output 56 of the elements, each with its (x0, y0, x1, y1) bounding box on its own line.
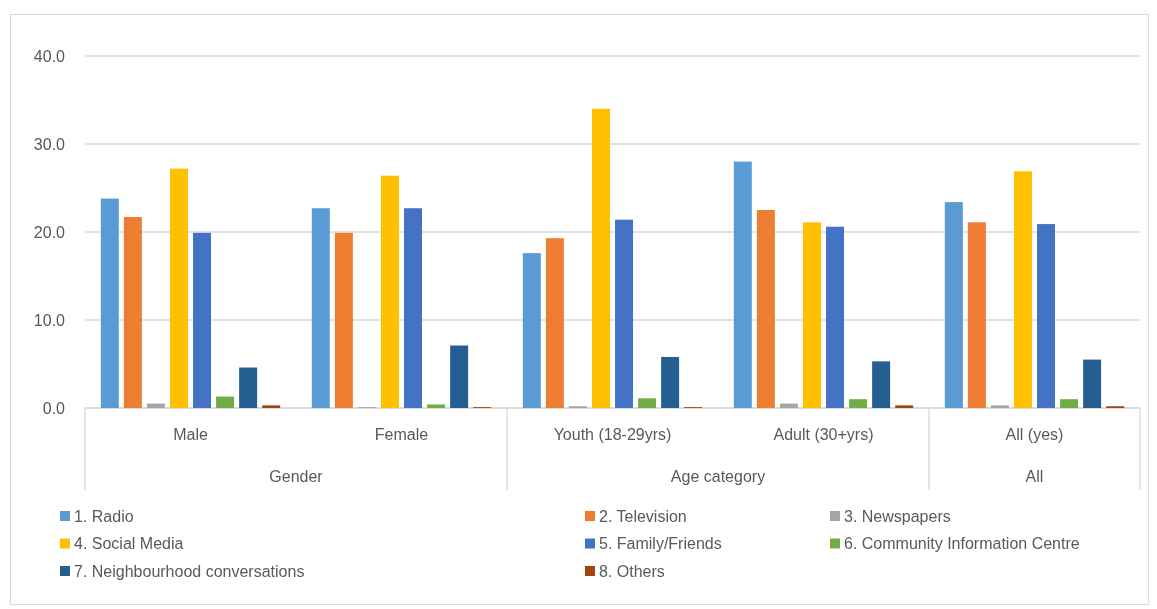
legend-label: 4. Social Media (74, 535, 184, 553)
bar (545, 238, 564, 408)
y-tick-label: 30.0 (33, 135, 66, 153)
bar (1013, 171, 1032, 408)
bar (1083, 359, 1102, 408)
x-tick-label: Youth (18-29yrs) (553, 425, 672, 443)
bar (944, 202, 963, 408)
bar (311, 208, 330, 408)
y-tick-label: 10.0 (33, 311, 66, 329)
x-tick-label: All (yes) (1005, 425, 1064, 443)
bar (1037, 224, 1056, 408)
x-tick-label: Adult (30+yrs) (773, 425, 874, 443)
legend-label: 8. Others (599, 562, 665, 580)
legend-label: 6. Community Information Centre (844, 535, 1080, 553)
bar (380, 175, 399, 408)
bar (146, 403, 165, 408)
bar (638, 398, 657, 408)
bar (872, 361, 891, 408)
bar (756, 210, 775, 408)
bar (100, 198, 119, 408)
bar (895, 405, 914, 408)
bar (802, 222, 821, 408)
bar (661, 356, 680, 408)
bar (849, 399, 868, 408)
bar (733, 161, 752, 408)
y-tick-label: 20.0 (33, 223, 66, 241)
legend-label: 7. Neighbourhood conversations (74, 562, 305, 580)
bar (450, 345, 469, 408)
bar (193, 232, 212, 408)
bar (427, 404, 446, 408)
bar (239, 367, 258, 408)
legend-label: 1. Radio (74, 507, 134, 525)
bar (334, 232, 353, 408)
legend-label: 2. Television (599, 507, 687, 525)
text: All (1025, 467, 1044, 485)
x-tick-label: Male (173, 425, 208, 443)
bar (615, 219, 634, 408)
text: Age category (670, 467, 766, 485)
bar (990, 405, 1009, 408)
bar (404, 208, 423, 408)
legend-label: 3. Newspapers (844, 507, 951, 525)
bar (779, 403, 798, 408)
bar (262, 405, 281, 408)
x-tick-label: Female (374, 425, 429, 443)
legend-label: 5. Family/Friends (599, 535, 722, 553)
text: Gender (269, 467, 324, 485)
bar (967, 222, 986, 408)
bar (216, 396, 235, 408)
bar (826, 226, 845, 408)
y-tick-label: 40.0 (33, 47, 66, 65)
bar (1060, 399, 1079, 408)
bar (169, 168, 188, 408)
bar (522, 253, 541, 408)
bar (591, 108, 610, 408)
bar (123, 217, 142, 408)
y-tick-label: 0.0 (42, 399, 66, 417)
